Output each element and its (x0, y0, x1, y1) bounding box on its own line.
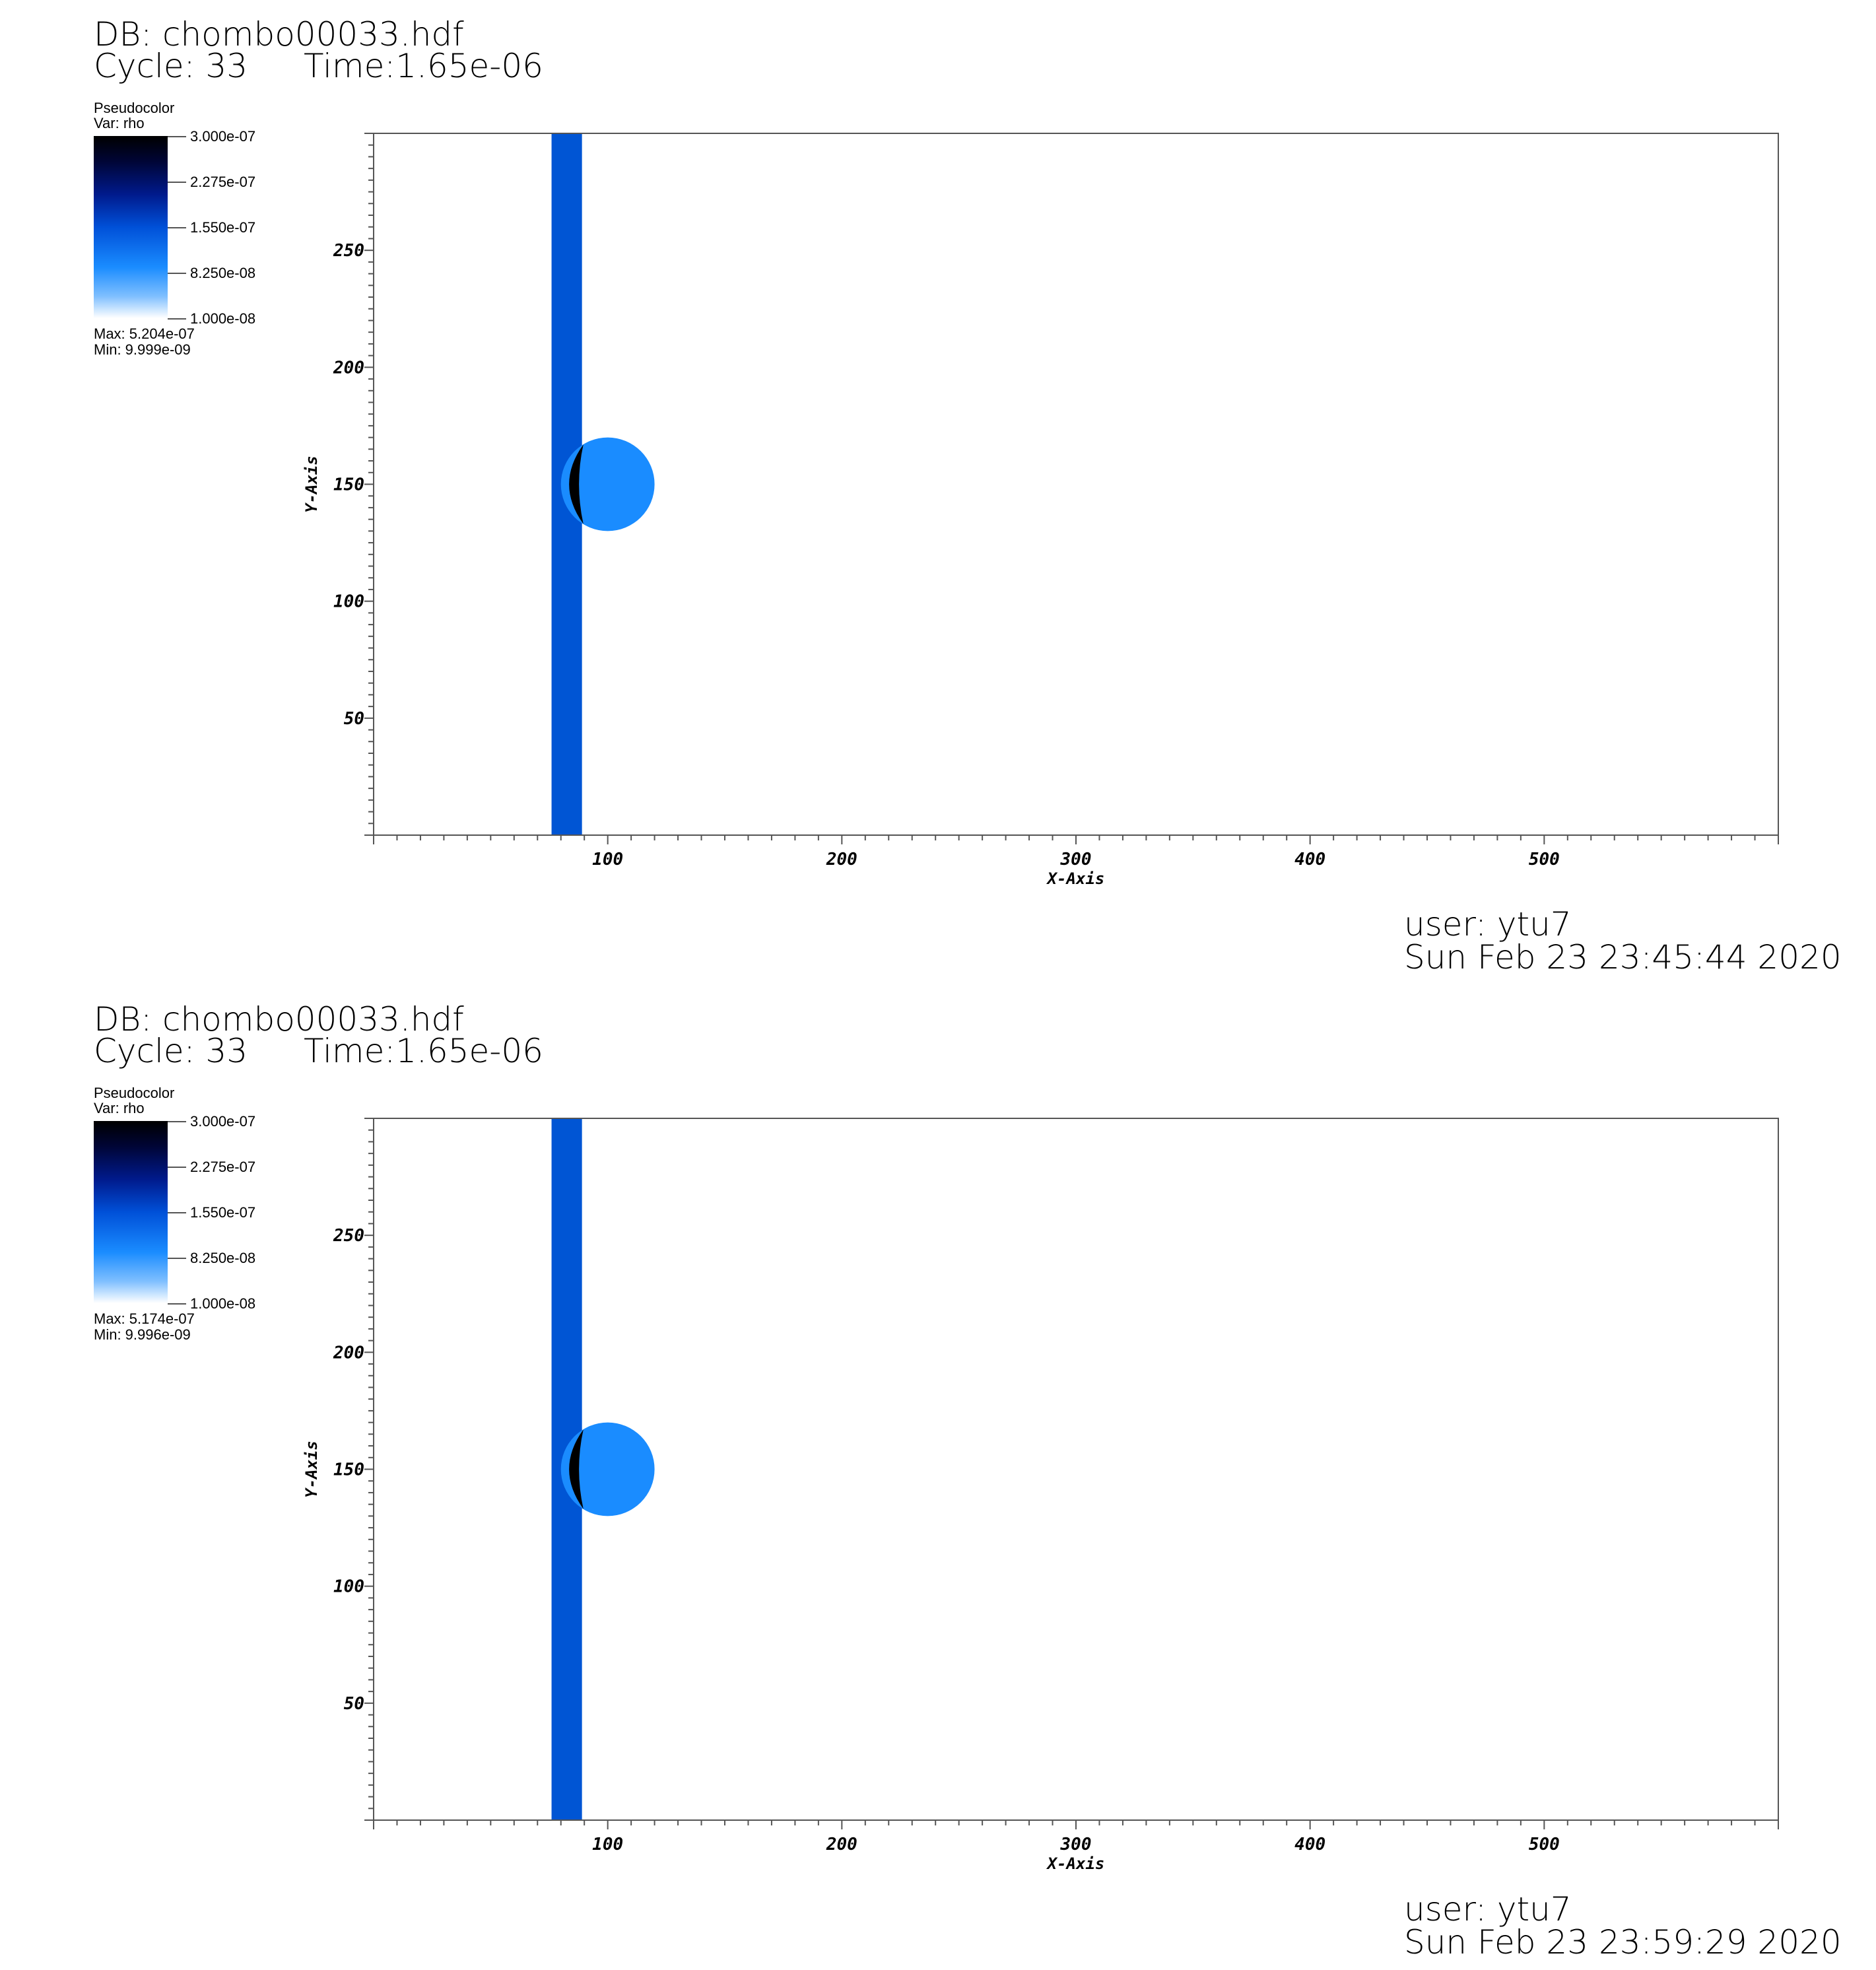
colorbar-label: 8.250e-08 (190, 1250, 256, 1266)
visit-panel-2: DB: chombo00033.hdf Cycle: 33 Time:1.65e… (0, 985, 1876, 1970)
colorbar-tick (168, 273, 186, 274)
x-tick-label: 400 (1294, 850, 1325, 869)
colorbar-tick (168, 227, 186, 228)
x-tick-label: 500 (1529, 1835, 1560, 1854)
time-label: Time:1.65e-06 (304, 47, 543, 85)
colorbar-tick (168, 182, 186, 183)
colorbar-label: 1.550e-07 (190, 1204, 256, 1221)
y-axis-label: Y-Axis (302, 456, 321, 513)
colorbar-label: 2.275e-07 (190, 174, 256, 190)
bubble (560, 1422, 655, 1516)
colorbar-tick (168, 318, 186, 320)
colorbar-label: 3.000e-07 (190, 128, 256, 145)
x-tick-label: 200 (826, 850, 857, 869)
user-label: user: ytu7 (1404, 1890, 1572, 1928)
db-label: DB: chombo00033.hdf (94, 1000, 464, 1038)
colorbar-tick (168, 1303, 186, 1305)
x-tick-label: 200 (826, 1835, 857, 1854)
y-tick-label: 250 (333, 241, 364, 261)
dense-edge (569, 444, 584, 524)
y-tick-label: 200 (333, 1343, 364, 1363)
dense-edge (569, 1429, 584, 1509)
colorbar-label: 3.000e-07 (190, 1113, 256, 1130)
legend-min: Min: 9.996e-09 (94, 1326, 191, 1343)
cycle-label: Cycle: 33 (94, 1032, 248, 1070)
colorbar-label: 2.275e-07 (190, 1159, 256, 1175)
y-tick-label: 100 (333, 592, 364, 612)
user-label: user: ytu7 (1404, 905, 1572, 943)
y-tick-label: 50 (344, 709, 364, 729)
x-axis-label: X-Axis (1046, 1854, 1105, 1873)
x-tick-label: 100 (592, 1835, 623, 1854)
date-label: Sun Feb 23 23:45:44 2020 (1404, 938, 1842, 976)
y-axis-label: Y-Axis (302, 1441, 321, 1498)
colorbar-label: 8.250e-08 (190, 265, 256, 281)
colorbar-tick (168, 136, 186, 137)
y-tick-label: 200 (333, 358, 364, 378)
legend-min: Min: 9.999e-09 (94, 341, 191, 358)
x-tick-label: 300 (1060, 850, 1092, 869)
y-tick-label: 150 (333, 475, 364, 495)
colorbar (94, 1121, 168, 1303)
legend-max: Max: 5.174e-07 (94, 1310, 195, 1327)
y-tick-label: 50 (344, 1694, 364, 1714)
colorbar-label: 1.000e-08 (190, 1295, 256, 1312)
y-tick-label: 250 (333, 1226, 364, 1246)
colorbar-tick (168, 1258, 186, 1259)
x-tick-label: 400 (1294, 1835, 1325, 1854)
colorbar-label: 1.550e-07 (190, 219, 256, 236)
pseudocolor-plot: 100 200 300 400 500 50 100 150 200 250 X-Axis Y-Axi… (302, 133, 1779, 888)
y-tick-label: 100 (333, 1577, 364, 1597)
x-tick-label: 300 (1060, 1835, 1092, 1854)
date-label: Sun Feb 23 23:59:29 2020 (1404, 1923, 1842, 1961)
bubble (560, 437, 655, 531)
colorbar (94, 136, 168, 318)
legend-title: Pseudocolor (94, 100, 175, 116)
legend-title: Pseudocolor (94, 1085, 175, 1101)
x-tick-label: 100 (592, 850, 623, 869)
legend-var: Var: rho (94, 115, 145, 131)
x-tick-label: 500 (1529, 850, 1560, 869)
time-label: Time:1.65e-06 (304, 1032, 543, 1070)
colorbar-label: 1.000e-08 (190, 310, 256, 327)
legend-var: Var: rho (94, 1100, 145, 1116)
db-label: DB: chombo00033.hdf (94, 15, 464, 53)
colorbar-tick (168, 1121, 186, 1122)
colorbar-tick (168, 1212, 186, 1213)
visit-panel-1: DB: chombo00033.hdf Cycle: 33 Time:1.65e… (94, 15, 1842, 976)
y-tick-label: 150 (333, 1460, 364, 1480)
pseudocolor-plot: 100 200 300 400 500 50 100 150 200 250 X-Axis Y-Axi… (302, 1118, 1779, 1873)
cycle-label: Cycle: 33 (94, 47, 248, 85)
colorbar-tick (168, 1167, 186, 1168)
legend-max: Max: 5.204e-07 (94, 325, 195, 342)
x-axis-label: X-Axis (1046, 869, 1105, 888)
